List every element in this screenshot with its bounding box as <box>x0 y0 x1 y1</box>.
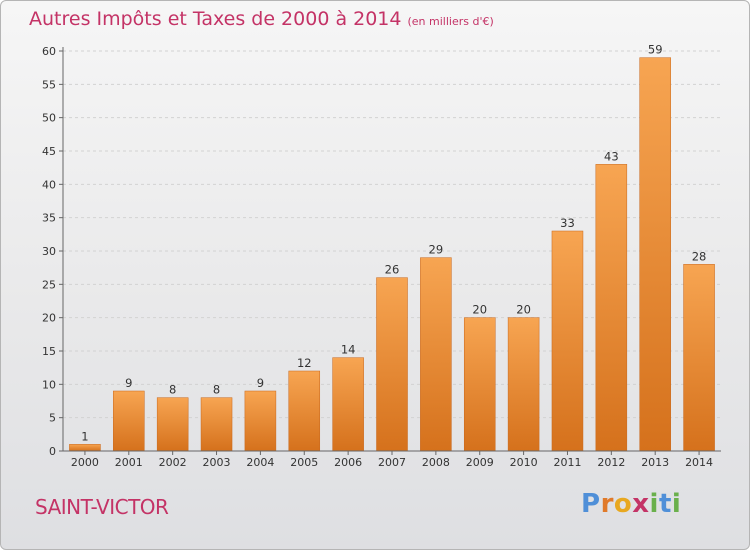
bar <box>156 397 189 452</box>
y-tick-label: 15 <box>42 345 56 358</box>
logo-letter: i <box>671 489 682 519</box>
chart-title-unit: (en milliers d'€) <box>407 15 494 28</box>
x-tick-label: 2008 <box>422 456 450 469</box>
bar <box>639 57 671 452</box>
x-tick-label: 2013 <box>641 456 669 469</box>
x-tick-label: 2000 <box>71 456 99 469</box>
data-label: 43 <box>604 149 619 163</box>
x-tick-label: 2011 <box>553 456 581 469</box>
bar <box>113 390 145 452</box>
data-label: 20 <box>472 303 487 317</box>
commune-name: SAINT-VICTOR <box>35 495 169 519</box>
bar <box>244 390 277 452</box>
bar <box>683 264 715 452</box>
x-tick-label: 2006 <box>334 456 362 469</box>
bar <box>376 277 408 452</box>
data-label: 20 <box>516 303 531 317</box>
logo-letter: r <box>600 489 614 519</box>
logo-letter: x <box>632 489 650 519</box>
y-tick-label: 0 <box>49 445 56 458</box>
data-label: 8 <box>169 383 176 397</box>
bar <box>288 370 321 452</box>
data-label: 8 <box>213 383 220 397</box>
data-label: 1 <box>81 429 88 443</box>
y-tick-label: 30 <box>42 245 56 258</box>
bar <box>332 357 364 452</box>
y-tick-label: 50 <box>42 112 56 125</box>
logo-letter: i <box>649 489 659 519</box>
bar <box>551 230 584 452</box>
x-tick-label: 2007 <box>378 456 406 469</box>
data-label: 12 <box>297 356 312 370</box>
y-tick-label: 10 <box>42 378 56 391</box>
y-tick-label: 60 <box>42 45 56 58</box>
data-label: 26 <box>385 263 400 277</box>
x-tick-label: 2012 <box>597 456 625 469</box>
proxiti-logo: Proxiti <box>581 489 681 519</box>
x-tick-label: 2004 <box>246 456 274 469</box>
data-label: 14 <box>341 343 356 357</box>
y-tick-label: 25 <box>42 278 56 291</box>
y-tick-label: 20 <box>42 312 56 325</box>
y-tick-label: 55 <box>42 78 56 91</box>
bar <box>69 444 101 452</box>
x-tick-label: 2010 <box>510 456 538 469</box>
data-label: 9 <box>125 376 132 390</box>
data-label: 59 <box>648 43 663 57</box>
data-label: 28 <box>692 249 707 263</box>
y-tick-label: 40 <box>42 178 56 191</box>
bar <box>463 317 496 452</box>
data-label: 9 <box>257 376 264 390</box>
logo-letter: t <box>658 489 672 519</box>
bar <box>420 257 452 452</box>
data-label: 29 <box>429 243 444 257</box>
logo-letter: o <box>613 489 633 519</box>
x-tick-label: 2001 <box>115 456 143 469</box>
bar <box>507 317 540 452</box>
x-tick-label: 2002 <box>159 456 187 469</box>
chart-title: Autres Impôts et Taxes de 2000 à 2014 (en… <box>29 8 494 30</box>
chart-title-text: Autres Impôts et Taxes de 2000 à 2014 <box>29 8 402 30</box>
bar <box>595 164 628 452</box>
data-label: 33 <box>560 216 575 230</box>
x-tick-label: 2003 <box>203 456 231 469</box>
x-tick-label: 2009 <box>466 456 494 469</box>
x-tick-label: 2014 <box>685 456 713 469</box>
y-tick-label: 5 <box>49 412 56 425</box>
y-tick-label: 45 <box>42 145 56 158</box>
bar <box>200 397 233 452</box>
y-tick-label: 35 <box>42 212 56 225</box>
x-tick-label: 2005 <box>290 456 318 469</box>
logo-letter: P <box>581 489 601 519</box>
